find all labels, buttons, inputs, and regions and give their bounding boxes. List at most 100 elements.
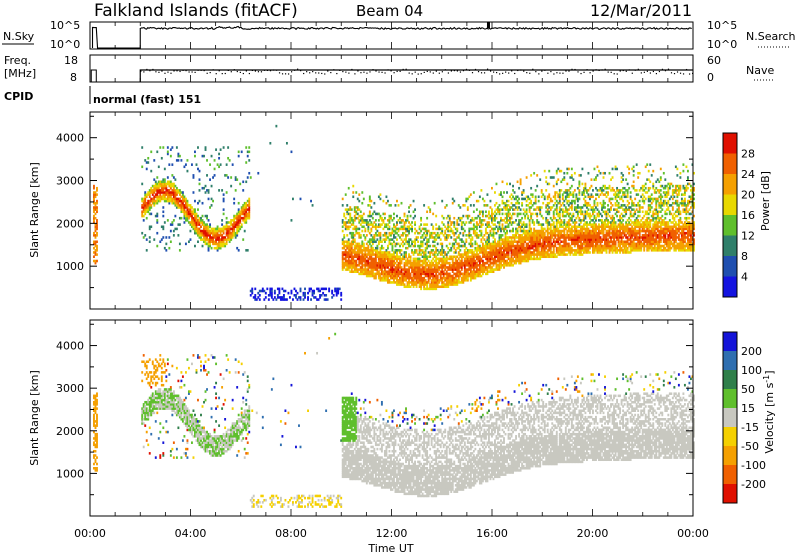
range-time-cell [469,251,472,254]
range-time-cell [350,270,353,273]
range-time-cell [525,259,528,263]
range-time-cell [582,186,585,190]
range-time-cell [396,270,398,273]
range-time-cell [209,236,211,239]
range-time-cell [453,244,456,248]
range-time-cell [591,234,594,237]
range-time-cell [605,251,608,254]
range-time-cell [429,208,432,211]
range-time-cell [433,264,436,267]
range-time-cell [451,266,454,269]
range-time-cell [576,244,579,248]
range-time-cell [207,234,210,237]
range-time-cell [466,214,469,218]
range-time-cell [403,242,406,246]
range-time-cell [435,249,438,252]
range-time-cell [219,227,222,231]
nave-dot [592,70,594,72]
range-time-cell [386,219,389,222]
range-time-cell [187,216,190,220]
range-time-cell [477,246,480,250]
range-time-cell [573,242,576,246]
range-time-cell [555,249,558,252]
range-time-cell [352,221,355,224]
range-time-cell [376,253,379,256]
range-time-cell [462,264,465,267]
range-time-cell [512,264,514,267]
range-time-cell [353,249,356,252]
range-time-cell [441,257,444,261]
range-time-cell [451,281,454,284]
range-time-cell [456,227,459,231]
range-time-cell [442,264,445,267]
range-time-cell [539,234,542,237]
range-time-cell [417,244,420,248]
range-time-cell [361,221,364,224]
range-time-cell [543,234,546,237]
range-time-cell [468,266,471,269]
range-time-cell [604,244,606,248]
range-time-cell [383,272,386,276]
range-time-cell [397,227,400,231]
range-time-cell [510,193,513,196]
range-time-cell [468,259,471,263]
range-time-cell [471,274,474,278]
range-time-cell [604,201,606,205]
range-time-cell [519,212,522,216]
range-time-cell [374,251,377,254]
range-time-cell [598,246,600,250]
range-time-cell [257,296,260,299]
range-time-cell [386,223,389,226]
range-time-cell [237,154,240,158]
range-time-cell [570,199,573,203]
range-time-cell [96,244,98,248]
range-time-cell [150,206,153,209]
range-time-cell [497,240,499,244]
range-time-cell [534,208,537,211]
range-time-cell [605,219,608,222]
range-time-cell [561,193,564,196]
range-time-cell [200,221,202,224]
range-time-cell [426,285,429,288]
range-time-cell [567,225,570,229]
range-time-cell [558,234,561,237]
range-time-cell [93,234,95,237]
range-time-cell [564,227,567,231]
nave-dot [559,72,561,74]
range-time-cell [480,225,483,229]
range-time-cell [500,234,502,237]
range-time-cell [432,249,435,252]
range-time-cell [382,279,385,282]
range-time-cell [465,257,468,261]
range-time-cell [587,204,590,207]
range-time-cell [560,246,563,250]
range-time-cell [531,238,534,241]
range-time-cell [234,189,237,192]
range-time-cell [184,219,187,222]
range-time-cell [350,249,353,252]
range-time-cell [555,206,558,209]
range-time-cell [486,204,489,207]
range-time-cell [365,261,368,265]
range-time-cell [466,197,469,201]
range-time-cell [509,257,511,261]
range-time-cell [169,191,172,194]
range-time-cell [325,287,328,291]
range-time-cell [386,266,389,269]
range-time-cell [365,253,368,256]
range-time-cell [457,236,460,239]
range-time-cell [573,221,576,224]
range-time-cell [528,255,531,259]
range-time-cell [317,289,320,293]
range-time-cell [546,219,549,222]
range-time-cell [540,214,543,218]
range-time-cell [536,219,539,222]
range-time-cell [349,212,352,216]
range-time-cell [525,223,528,226]
range-time-cell [380,266,383,269]
range-time-cell [344,193,347,196]
range-time-cell [414,268,417,271]
range-time-cell [174,189,177,192]
range-time-cell [433,238,436,241]
nave-dot [493,71,495,73]
